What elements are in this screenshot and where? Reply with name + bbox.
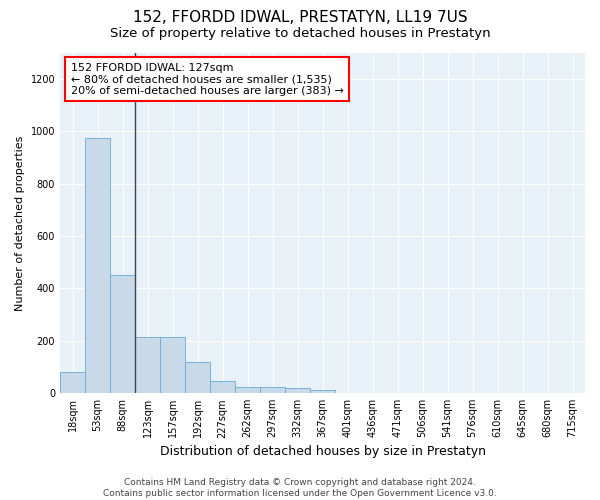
Bar <box>285 388 310 393</box>
Bar <box>60 372 85 393</box>
Text: Contains HM Land Registry data © Crown copyright and database right 2024.
Contai: Contains HM Land Registry data © Crown c… <box>103 478 497 498</box>
Bar <box>260 388 285 393</box>
Bar <box>160 337 185 393</box>
Bar <box>310 390 335 393</box>
Bar <box>135 337 160 393</box>
Bar <box>210 381 235 393</box>
Text: 152, FFORDD IDWAL, PRESTATYN, LL19 7US: 152, FFORDD IDWAL, PRESTATYN, LL19 7US <box>133 10 467 25</box>
Bar <box>235 386 260 393</box>
Y-axis label: Number of detached properties: Number of detached properties <box>15 135 25 310</box>
Bar <box>185 362 210 393</box>
Bar <box>110 276 135 393</box>
Text: Size of property relative to detached houses in Prestatyn: Size of property relative to detached ho… <box>110 28 490 40</box>
Text: 152 FFORDD IDWAL: 127sqm
← 80% of detached houses are smaller (1,535)
20% of sem: 152 FFORDD IDWAL: 127sqm ← 80% of detach… <box>71 62 343 96</box>
Bar <box>85 138 110 393</box>
X-axis label: Distribution of detached houses by size in Prestatyn: Distribution of detached houses by size … <box>160 444 485 458</box>
